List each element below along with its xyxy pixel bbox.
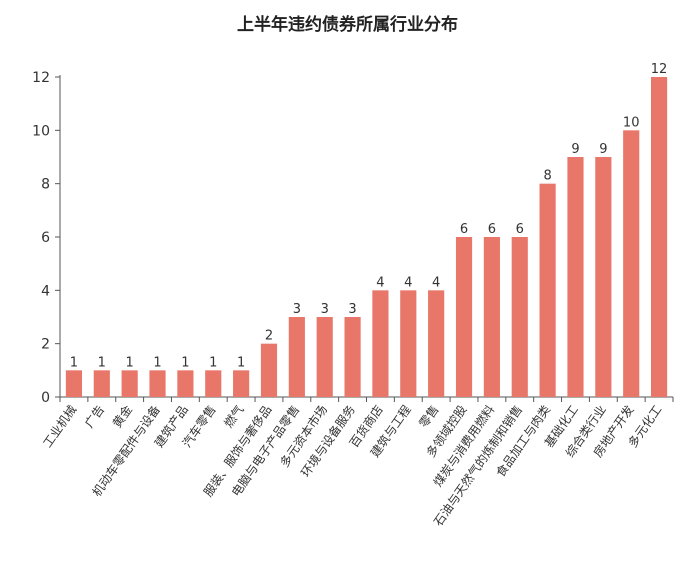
bar [428, 290, 445, 397]
bar [316, 317, 333, 397]
bar [400, 290, 417, 397]
x-category-label: 广告 [82, 403, 107, 431]
y-tick-label: 4 [41, 283, 50, 299]
bar [650, 77, 668, 397]
bar [539, 183, 556, 397]
data-label: 1 [153, 355, 161, 370]
data-label: 1 [209, 355, 217, 370]
bar [177, 370, 194, 397]
data-label: 1 [181, 355, 189, 370]
data-label: 1 [126, 355, 134, 370]
x-category-label: 黄金 [109, 402, 135, 430]
bar [595, 157, 612, 397]
bar [344, 317, 361, 397]
data-label: 2 [265, 329, 273, 344]
data-label: 12 [651, 62, 668, 77]
y-tick-label: 0 [41, 390, 50, 406]
data-label: 6 [516, 222, 524, 237]
data-label: 3 [293, 302, 301, 317]
y-tick-label: 12 [32, 70, 50, 86]
x-category-label: 燃气 [221, 402, 247, 430]
bar [205, 370, 222, 397]
y-tick-label: 10 [32, 123, 50, 139]
bar [455, 237, 473, 397]
data-label: 4 [404, 275, 412, 290]
data-label: 1 [237, 355, 245, 370]
bar [149, 370, 166, 397]
data-label: 10 [623, 115, 640, 130]
data-label: 4 [376, 275, 384, 290]
data-label: 8 [543, 169, 551, 184]
bar [233, 370, 250, 397]
data-label: 6 [488, 222, 496, 237]
data-label: 3 [321, 302, 329, 317]
data-label: 1 [98, 355, 106, 370]
bars [65, 77, 668, 398]
x-category-label: 工业机械 [40, 402, 80, 450]
data-label: 3 [348, 302, 356, 317]
bar [93, 370, 110, 397]
data-label: 9 [599, 142, 607, 157]
data-label: 4 [432, 275, 440, 290]
y-tick-label: 6 [41, 230, 50, 246]
bar [288, 317, 305, 397]
x-category-label: 零售 [416, 402, 442, 430]
bar [623, 130, 640, 398]
bar [372, 290, 389, 397]
bar [65, 370, 83, 397]
bar [483, 237, 500, 397]
data-label: 9 [571, 142, 579, 157]
data-label: 1 [70, 355, 78, 370]
bar [511, 237, 528, 397]
bar [121, 370, 138, 397]
chart-title: 上半年违约债券所属行业分布 [237, 15, 458, 35]
bar [260, 343, 278, 397]
bar [567, 157, 584, 397]
y-tick-label: 8 [41, 177, 50, 193]
y-tick-label: 2 [41, 337, 50, 353]
data-label: 6 [460, 222, 468, 237]
